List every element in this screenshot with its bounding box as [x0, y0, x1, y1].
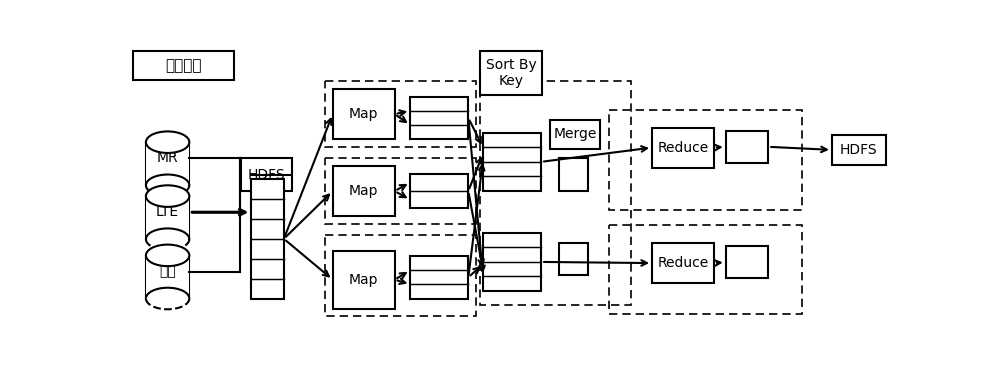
Text: Map: Map: [349, 184, 378, 198]
Bar: [333, 89, 395, 139]
Text: LTE: LTE: [156, 205, 179, 219]
Text: 信令: 信令: [159, 265, 176, 279]
Bar: [333, 166, 395, 216]
Ellipse shape: [146, 131, 189, 153]
Bar: [325, 235, 476, 316]
Bar: [251, 179, 284, 299]
Bar: [550, 120, 600, 149]
Bar: [480, 51, 542, 95]
Ellipse shape: [146, 185, 189, 207]
Text: 输入数据: 输入数据: [165, 58, 201, 73]
Bar: [652, 243, 714, 283]
Bar: [483, 233, 541, 291]
Text: Reduce: Reduce: [657, 256, 709, 270]
Bar: [609, 110, 802, 210]
Bar: [146, 255, 189, 299]
Text: Merge: Merge: [553, 128, 597, 141]
Bar: [652, 128, 714, 168]
Bar: [333, 251, 395, 309]
Text: Map: Map: [349, 107, 378, 121]
Bar: [410, 97, 468, 139]
Text: Reduce: Reduce: [657, 141, 709, 155]
Bar: [241, 158, 292, 191]
Text: HDFS: HDFS: [840, 143, 878, 157]
Text: MR: MR: [157, 151, 178, 165]
Bar: [410, 174, 468, 208]
Bar: [726, 246, 768, 279]
Bar: [559, 243, 588, 275]
Text: Sort By
Key: Sort By Key: [486, 58, 536, 88]
Text: HDFS: HDFS: [248, 168, 285, 182]
Bar: [325, 81, 476, 147]
Bar: [832, 135, 886, 165]
Bar: [325, 158, 476, 224]
Ellipse shape: [146, 245, 189, 266]
Bar: [726, 131, 768, 163]
Text: Map: Map: [349, 273, 378, 287]
Bar: [483, 133, 541, 191]
Bar: [480, 81, 631, 305]
Bar: [146, 196, 189, 239]
Bar: [410, 256, 468, 299]
Bar: [146, 142, 189, 185]
Bar: [609, 225, 802, 314]
Bar: [133, 51, 234, 80]
Bar: [559, 158, 588, 191]
